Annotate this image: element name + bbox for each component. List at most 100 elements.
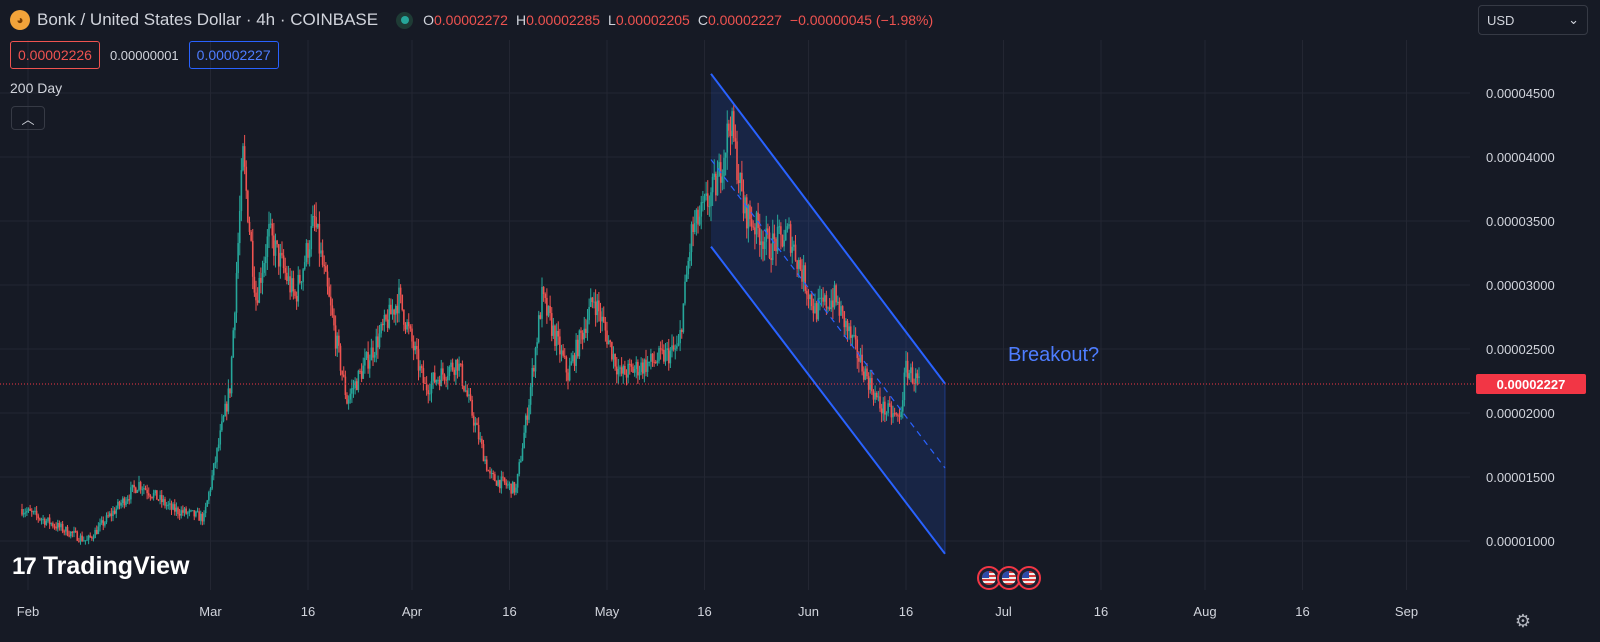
last-price-label: 0.00002227 [1476, 374, 1586, 394]
collapse-indicators-button[interactable]: ︿ [11, 106, 45, 130]
candle-body [227, 388, 230, 412]
candle-body [698, 216, 701, 225]
candle-body [794, 244, 797, 261]
candle-body [494, 474, 496, 482]
candle-body [260, 277, 262, 283]
candle-body [760, 241, 763, 245]
ohlc-close-key: C [697, 12, 708, 28]
candle-body [781, 234, 784, 247]
candle-body [289, 276, 291, 293]
candle-body [835, 285, 837, 303]
candle-body [778, 226, 781, 228]
candle-body [471, 399, 473, 416]
candle-body [638, 371, 641, 376]
candle-body [391, 309, 394, 315]
symbol-title[interactable]: Bonk / United States Dollar · 4h · COINB… [37, 10, 379, 29]
currency-select[interactable]: USD ⌄ [1478, 5, 1588, 35]
tradingview-mark-icon: 17 [12, 552, 37, 580]
x-tick-label: Mar [199, 604, 222, 619]
y-tick-label: 0.00001000 [1486, 534, 1555, 549]
indicator-label[interactable]: 200 Day [10, 80, 63, 96]
candle-body [359, 370, 361, 372]
candle-body [882, 401, 885, 414]
candle-body [235, 273, 238, 313]
candle-body [82, 540, 85, 542]
candle-body [801, 269, 803, 282]
candle-body [645, 359, 647, 372]
candle-body [497, 479, 499, 486]
candle-body [136, 490, 139, 493]
candle-body [199, 513, 202, 521]
candle-body [63, 531, 66, 533]
candle-body [516, 473, 519, 488]
candle-body [445, 379, 447, 381]
candle-body [615, 366, 618, 375]
x-tick-label: Sep [1395, 604, 1418, 619]
candle-body [286, 272, 288, 281]
candle-body [507, 484, 509, 486]
candle-body [607, 340, 610, 345]
candle-body [320, 250, 322, 254]
ohlc-values: O0.00002272 H0.00002285 L0.00002205 C0.0… [423, 12, 933, 28]
y-tick-label: 0.00003500 [1486, 214, 1555, 229]
candle-body [783, 240, 785, 247]
candle-body [864, 368, 867, 380]
candle-body [450, 362, 452, 367]
candle-body [97, 526, 100, 534]
candle-body [900, 411, 902, 417]
candle-body [416, 346, 418, 350]
candle-body [381, 323, 384, 326]
candle-body [832, 300, 834, 308]
candle-body [887, 403, 889, 413]
candle-body [830, 300, 833, 310]
candle-body [214, 462, 217, 464]
tradingview-logo[interactable]: 17 TradingView [12, 552, 190, 581]
us-flag-event-icon[interactable] [1017, 566, 1041, 590]
candle-body [573, 355, 576, 366]
candle-body [147, 493, 150, 496]
candle-body [588, 306, 590, 321]
candle-body [300, 281, 303, 283]
candle-body [874, 392, 876, 400]
candle-body [29, 508, 31, 511]
candle-body [711, 176, 714, 193]
candle-body [492, 473, 495, 475]
candle-body [388, 304, 391, 328]
candle-body [22, 513, 25, 515]
candle-body [648, 361, 651, 363]
candle-body [91, 536, 93, 539]
candle-body [541, 286, 543, 319]
candle-body [570, 361, 573, 366]
candle-body [39, 518, 41, 520]
candle-body [890, 405, 893, 418]
ohlc-low-value: 0.00002205 [615, 12, 690, 28]
candle-body [632, 366, 634, 373]
y-tick-label: 0.00003000 [1486, 278, 1555, 293]
us-flag-event-icon[interactable] [977, 566, 1001, 590]
candle-body [432, 372, 434, 382]
candle-body [575, 339, 577, 366]
buy-button[interactable]: 0.00002227 [188, 41, 279, 69]
candle-body [342, 374, 345, 377]
sell-button[interactable]: 0.00002226 [10, 41, 100, 69]
candle-body [875, 392, 878, 398]
candle-body [780, 226, 782, 235]
candle-body [799, 259, 802, 270]
candle-body [521, 448, 524, 461]
candle-body [671, 345, 673, 351]
candle-body [130, 487, 132, 500]
candle-body [643, 359, 646, 374]
gear-icon[interactable]: ⚙ [1514, 611, 1532, 631]
candle-body [757, 212, 759, 228]
candle-body [916, 373, 919, 378]
price-change: −0.00000045 (−1.98%) [789, 12, 934, 28]
candle-body [913, 383, 915, 385]
us-flag-event-icon[interactable] [997, 566, 1021, 590]
candle-body [134, 487, 137, 493]
candle-body [456, 359, 459, 371]
candle-body [749, 205, 751, 220]
candle-body [754, 227, 756, 235]
candle-body [910, 367, 912, 374]
chevron-down-icon: ⌄ [1568, 12, 1579, 27]
